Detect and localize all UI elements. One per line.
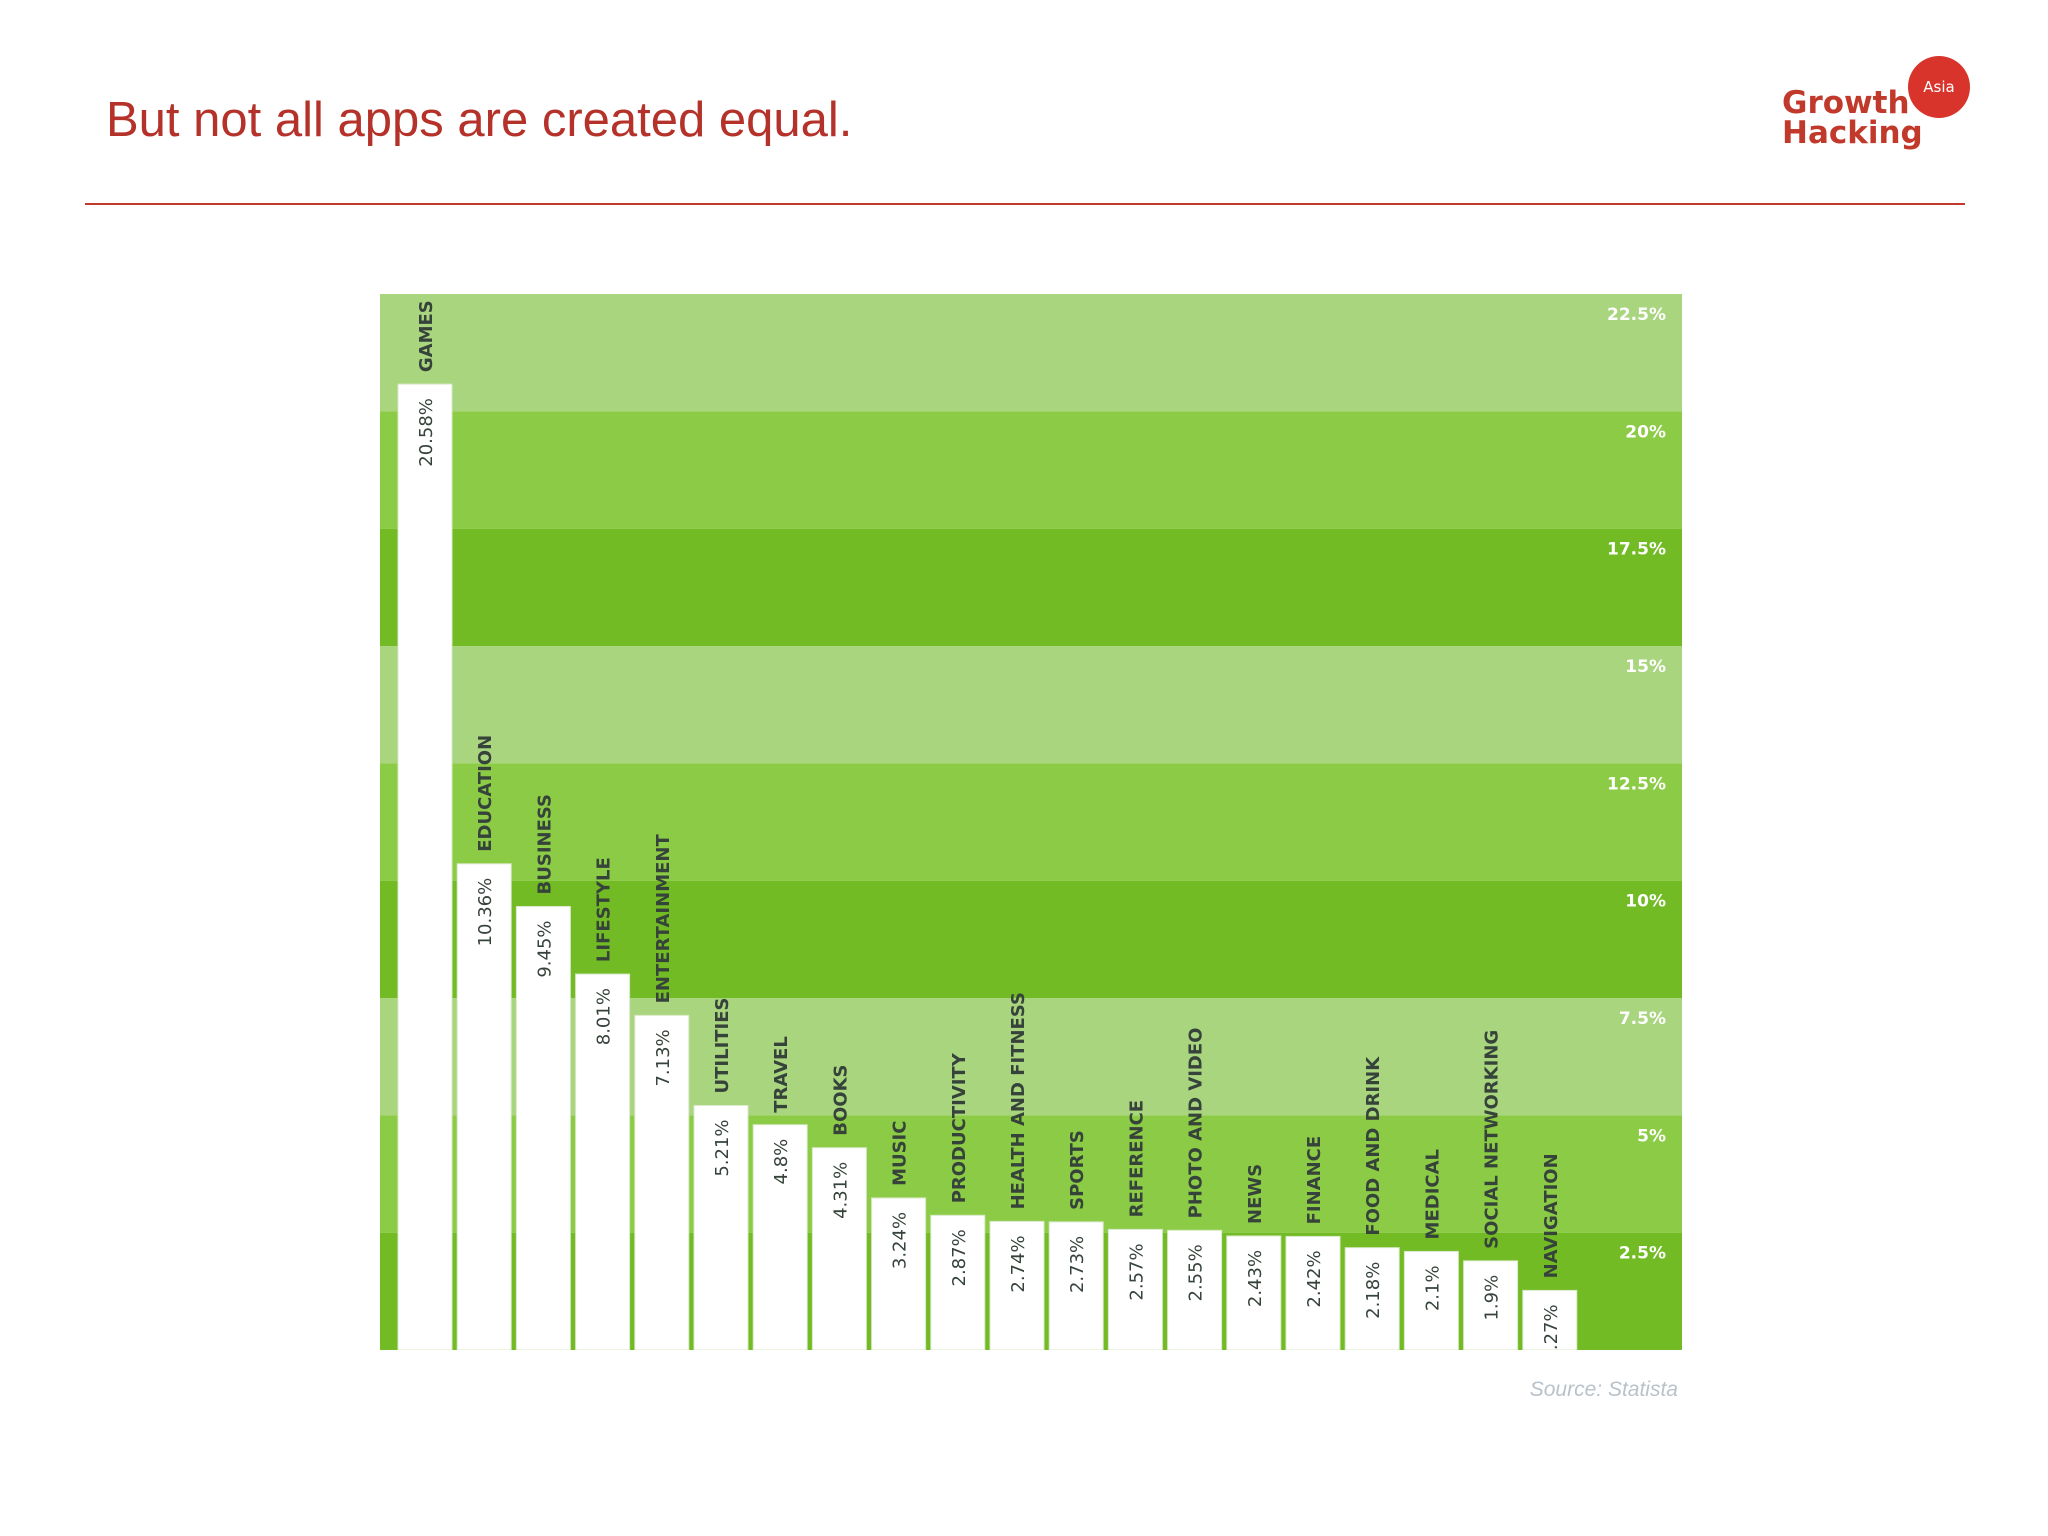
bar-category-label: ENTERTAINMENT	[653, 834, 674, 1004]
bar-category-label: PRODUCTIVITY	[949, 1052, 970, 1203]
bar-category-label: GAMES	[416, 300, 437, 372]
bar-category-label: HEALTH AND FITNESS	[1008, 992, 1029, 1209]
bar	[1107, 1228, 1163, 1350]
bar-category-label: EDUCATION	[475, 735, 496, 852]
y-tick-label: 15%	[1625, 657, 1666, 677]
bar-category-label: NAVIGATION	[1541, 1153, 1562, 1278]
bar-category-label: UTILITIES	[712, 997, 733, 1093]
logo-line-1: Growth	[1782, 85, 1910, 121]
bar-value-label: 2.55%	[1186, 1244, 1207, 1301]
bar	[1285, 1235, 1341, 1350]
y-tick-label: 10%	[1625, 892, 1666, 912]
bar-category-label: BOOKS	[830, 1064, 851, 1135]
bar-value-label: 2.42%	[1304, 1250, 1325, 1307]
bar	[1226, 1235, 1282, 1350]
bar	[397, 383, 453, 1350]
slide-title: But not all apps are created equal.	[106, 93, 853, 147]
grid-band	[380, 411, 1682, 529]
bar	[1344, 1247, 1400, 1350]
bar-value-label: 9.45%	[534, 920, 555, 977]
bar	[1522, 1289, 1578, 1350]
bar-category-label: REFERENCE	[1126, 1100, 1147, 1217]
y-tick-label: 2.5%	[1619, 1244, 1666, 1264]
bar	[1463, 1260, 1519, 1350]
y-tick-label: 5%	[1637, 1126, 1666, 1146]
bar-category-label: TRAVEL	[771, 1036, 792, 1113]
logo-line-2: Hacking	[1782, 115, 1923, 151]
bar-category-label: LIFESTYLE	[594, 857, 615, 962]
bar-value-label: 2.43%	[1245, 1250, 1266, 1307]
bar	[634, 1014, 690, 1350]
growth-hacking-logo: Growth Hacking Asia	[1782, 54, 1972, 158]
bar-value-label: 7.13%	[653, 1029, 674, 1086]
bar-value-label: 2.18%	[1363, 1262, 1384, 1319]
logo-badge: Asia	[1908, 56, 1970, 118]
source-note: Source: Statista	[1529, 1378, 1678, 1401]
bar-category-label: FOOD AND DRINK	[1363, 1056, 1384, 1236]
bar-value-label: 2.1%	[1422, 1265, 1443, 1311]
bar-value-label: 4.31%	[830, 1162, 851, 1219]
bar-value-label: 2.74%	[1008, 1235, 1029, 1292]
bar-value-label: 2.73%	[1067, 1236, 1088, 1293]
bar	[1048, 1221, 1104, 1350]
bar	[1167, 1229, 1223, 1350]
y-tick-label: 17.5%	[1607, 540, 1666, 560]
bar-value-label: 1.9%	[1482, 1275, 1503, 1321]
bar-value-label: 3.24%	[890, 1212, 911, 1269]
bar-category-label: FINANCE	[1304, 1136, 1325, 1225]
grid-band	[380, 528, 1682, 646]
bar-category-label: SOCIAL NETWORKING	[1482, 1030, 1503, 1249]
bar	[1403, 1250, 1459, 1350]
bar-category-label: PHOTO AND VIDEO	[1186, 1028, 1207, 1219]
grid-band	[380, 763, 1682, 881]
y-tick-label: 12.5%	[1607, 774, 1666, 794]
bar	[989, 1220, 1045, 1350]
y-tick-label: 20%	[1625, 422, 1666, 442]
bar	[811, 1147, 867, 1350]
bar	[575, 973, 631, 1350]
bar-category-label: MEDICAL	[1422, 1149, 1443, 1239]
grid-band	[380, 646, 1682, 764]
bar	[515, 905, 571, 1350]
bar-category-label: SPORTS	[1067, 1130, 1088, 1210]
y-tick-label: 22.5%	[1607, 305, 1666, 325]
bar-value-label: 4.8%	[771, 1139, 792, 1185]
bar-value-label: 20.58%	[416, 398, 437, 467]
app-category-bar-chart: 2.5% 5% 7.5% 10% 12.5% 15% 17.5% 20% 22.5% 20.58…	[380, 294, 1682, 1350]
bar-value-label: 2.57%	[1126, 1243, 1147, 1300]
bar-value-label: 1.27%	[1541, 1304, 1562, 1350]
bar	[456, 863, 512, 1350]
bar	[693, 1104, 749, 1350]
bar-value-label: 8.01%	[594, 988, 615, 1045]
logo-wordmark: Growth Hacking	[1782, 85, 1923, 151]
grid-band	[380, 294, 1682, 412]
bar	[930, 1214, 986, 1350]
bar-value-label: 10.36%	[475, 878, 496, 947]
bar-value-label: 2.87%	[949, 1229, 970, 1286]
bar-category-label: MUSIC	[890, 1121, 911, 1186]
bar-category-label: NEWS	[1245, 1164, 1266, 1224]
y-tick-label: 7.5%	[1619, 1009, 1666, 1029]
title-divider	[85, 203, 1965, 205]
bar-category-label: BUSINESS	[534, 794, 555, 894]
bar-value-label: 5.21%	[712, 1119, 733, 1176]
